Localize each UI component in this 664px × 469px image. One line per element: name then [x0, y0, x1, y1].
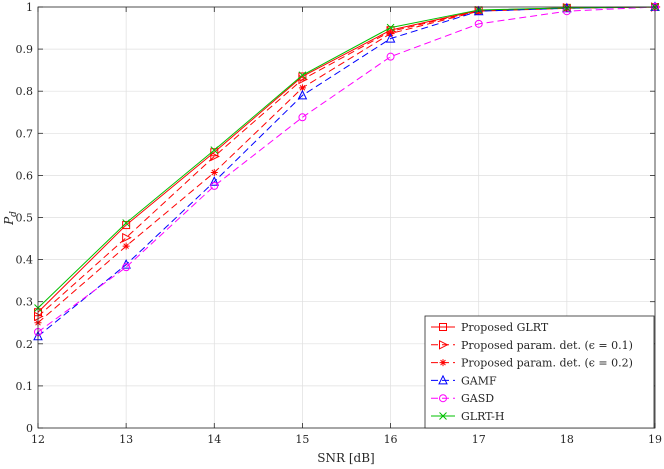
y-tick-label: 0.8 — [16, 85, 34, 98]
x-tick-label: 16 — [384, 433, 398, 446]
y-tick-label: 0.1 — [16, 380, 34, 393]
legend-item: Proposed GLRT — [431, 321, 549, 334]
x-tick-label: 18 — [560, 433, 574, 446]
x-tick-label: 19 — [648, 433, 662, 446]
legend-label: GAMF — [461, 374, 497, 387]
y-tick-label: 0.7 — [16, 127, 34, 140]
x-tick-label: 12 — [31, 433, 45, 446]
x-tick-label: 15 — [295, 433, 309, 446]
legend-label: Proposed param. det. (ϵ = 0.1) — [461, 339, 633, 352]
data-point — [122, 263, 131, 272]
legend-label: Proposed GLRT — [461, 321, 549, 334]
data-point — [210, 146, 219, 154]
legend-marker — [439, 394, 447, 403]
y-tick-label: 0.2 — [16, 338, 34, 351]
y-tick-label: 0 — [26, 422, 33, 435]
data-point — [297, 89, 308, 100]
legend-label: GASD — [461, 392, 494, 405]
y-tick-label: 0.3 — [16, 296, 34, 309]
x-tick-label: 13 — [119, 433, 133, 446]
x-tick-label: 14 — [207, 433, 221, 446]
legend-marker — [438, 374, 448, 385]
y-tick-label: 0.5 — [16, 212, 34, 225]
x-tick-label: 17 — [472, 433, 486, 446]
data-point — [474, 19, 483, 28]
data-point — [386, 52, 395, 61]
series-lines — [33, 1, 661, 341]
data-point — [122, 219, 130, 227]
legend-item: GLRT-H — [431, 410, 504, 423]
series-line — [37, 6, 656, 337]
legend-item: GASD — [431, 392, 494, 405]
y-tick-label: 0.4 — [16, 254, 34, 267]
data-point — [210, 181, 219, 190]
legend-marker — [439, 359, 447, 367]
data-point — [210, 151, 220, 162]
data-point — [386, 23, 395, 32]
series-line — [37, 6, 656, 309]
data-point — [298, 113, 307, 122]
x-axis-label: SNR [dB] — [317, 451, 374, 465]
series-glrt-h — [34, 3, 659, 312]
data-point — [122, 221, 131, 230]
legend-item: GAMF — [431, 374, 497, 387]
y-tick-label: 0.6 — [16, 169, 34, 182]
legend-box — [424, 315, 655, 429]
legend-item: Proposed param. det. (ϵ = 0.2) — [431, 357, 633, 370]
legend-marker — [439, 339, 449, 350]
legend-label: Proposed param. det. (ϵ = 0.2) — [461, 357, 633, 370]
data-point — [122, 242, 130, 250]
data-point — [298, 74, 309, 85]
series-line — [37, 6, 656, 333]
legend-label: GLRT-H — [461, 410, 504, 423]
legend: Proposed GLRT Proposed param. det. (ϵ = 0… — [424, 315, 655, 429]
legend-marker — [439, 323, 447, 331]
data-point — [298, 84, 306, 92]
data-point — [209, 176, 220, 186]
legend-marker — [439, 412, 447, 420]
legend-item: Proposed param. det. (ϵ = 0.1) — [431, 339, 633, 352]
data-point — [385, 32, 396, 43]
y-tick-label: 1 — [26, 1, 33, 14]
y-tick-label: 0.9 — [16, 43, 34, 56]
data-point — [298, 71, 307, 80]
data-point — [122, 232, 132, 243]
data-point — [34, 311, 44, 322]
data-point — [210, 168, 218, 176]
